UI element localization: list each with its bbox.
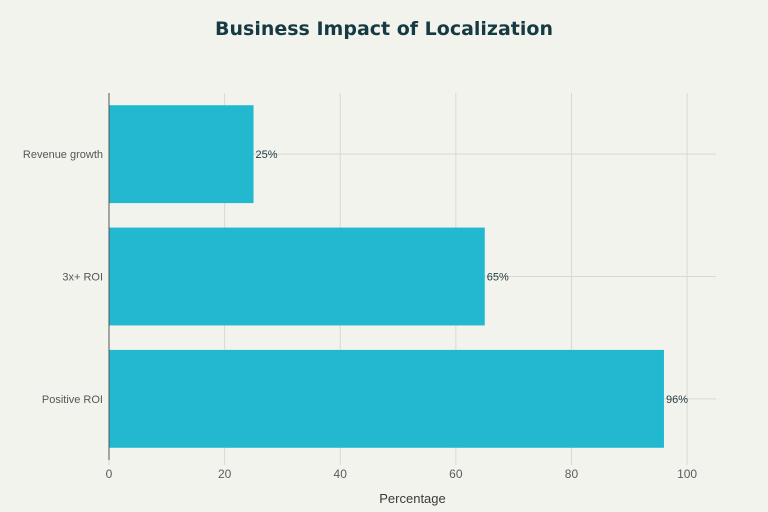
x-tick-label: 20 (218, 467, 232, 481)
data-label: 96% (666, 394, 688, 406)
x-axis-title: Percentage (379, 491, 446, 506)
bar (109, 105, 254, 204)
data-label: 65% (487, 272, 509, 284)
x-tick-label: 40 (334, 467, 348, 481)
data-label: 25% (256, 149, 278, 161)
category-label: 3x+ ROI (62, 272, 103, 284)
chart-title: Business Impact of Localization (215, 18, 553, 40)
category-label: Revenue growth (23, 149, 103, 161)
x-tick-label: 100 (677, 467, 697, 481)
bar (109, 227, 485, 326)
x-tick-label: 0 (106, 467, 113, 481)
x-tick-label: 60 (449, 467, 463, 481)
bar (109, 349, 664, 448)
x-tick-label: 80 (565, 467, 579, 481)
category-label: Positive ROI (42, 394, 103, 406)
